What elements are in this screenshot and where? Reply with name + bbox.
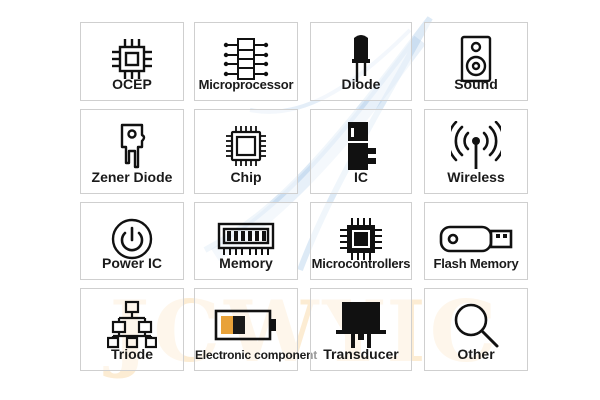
tile-triode[interactable]: Triode — [80, 288, 184, 371]
tile-label: Microcontrollers — [311, 256, 411, 271]
tile-ocep[interactable]: OCEP — [80, 22, 184, 101]
zener-diode-icon — [81, 120, 183, 172]
tile-flash-memory[interactable]: Flash Memory — [424, 202, 528, 280]
microcontroller-icon — [311, 213, 411, 265]
tile-label: OCEP — [112, 76, 152, 92]
memory-module-icon — [195, 213, 297, 265]
tile-wireless[interactable]: Wireless — [424, 109, 528, 194]
tile-label: IC — [354, 169, 368, 185]
speaker-icon — [425, 33, 527, 85]
tile-label: Electronic component — [195, 348, 318, 362]
microprocessor-icon — [195, 33, 297, 85]
tile-chip[interactable]: Chip — [194, 109, 298, 194]
tile-label: Chip — [230, 169, 262, 185]
wireless-antenna-icon — [425, 120, 527, 172]
tile-label: Triode — [110, 346, 153, 362]
tile-label: Transducer — [323, 346, 399, 362]
tile-label: Sound — [454, 76, 498, 92]
usb-flash-drive-icon — [425, 213, 527, 265]
power-icon — [81, 213, 183, 265]
tile-transducer[interactable]: Transducer — [310, 288, 412, 371]
magnifier-icon — [425, 299, 527, 351]
tile-microcontrollers[interactable]: Microcontrollers — [310, 202, 412, 280]
tile-other[interactable]: Other — [424, 288, 528, 371]
tile-power-ic[interactable]: Power IC — [80, 202, 184, 280]
tile-memory[interactable]: Memory — [194, 202, 298, 280]
ic-icon — [311, 120, 411, 172]
transducer-icon — [311, 299, 411, 351]
ocep-chip-icon — [81, 33, 183, 85]
tile-microprocessor[interactable]: Microprocessor — [194, 22, 298, 101]
tile-label: Zener Diode — [91, 169, 173, 185]
chip-icon — [195, 120, 297, 172]
tile-ic[interactable]: IC — [310, 109, 412, 194]
tile-label: Flash Memory — [433, 256, 519, 271]
tile-diode[interactable]: Diode — [310, 22, 412, 101]
tile-label: Diode — [341, 76, 381, 92]
tile-zener-diode[interactable]: Zener Diode — [80, 109, 184, 194]
battery-icon — [195, 299, 297, 351]
tile-label: Power IC — [102, 255, 162, 271]
tile-label: Memory — [219, 255, 273, 271]
tile-label: Other — [457, 346, 495, 362]
tile-label: Microprocessor — [198, 77, 294, 92]
tile-label: Wireless — [447, 169, 505, 185]
triode-tree-icon — [81, 299, 183, 351]
tile-sound[interactable]: Sound — [424, 22, 528, 101]
tile-electronic-component[interactable]: Electronic component — [194, 288, 318, 371]
diode-icon — [311, 33, 411, 85]
